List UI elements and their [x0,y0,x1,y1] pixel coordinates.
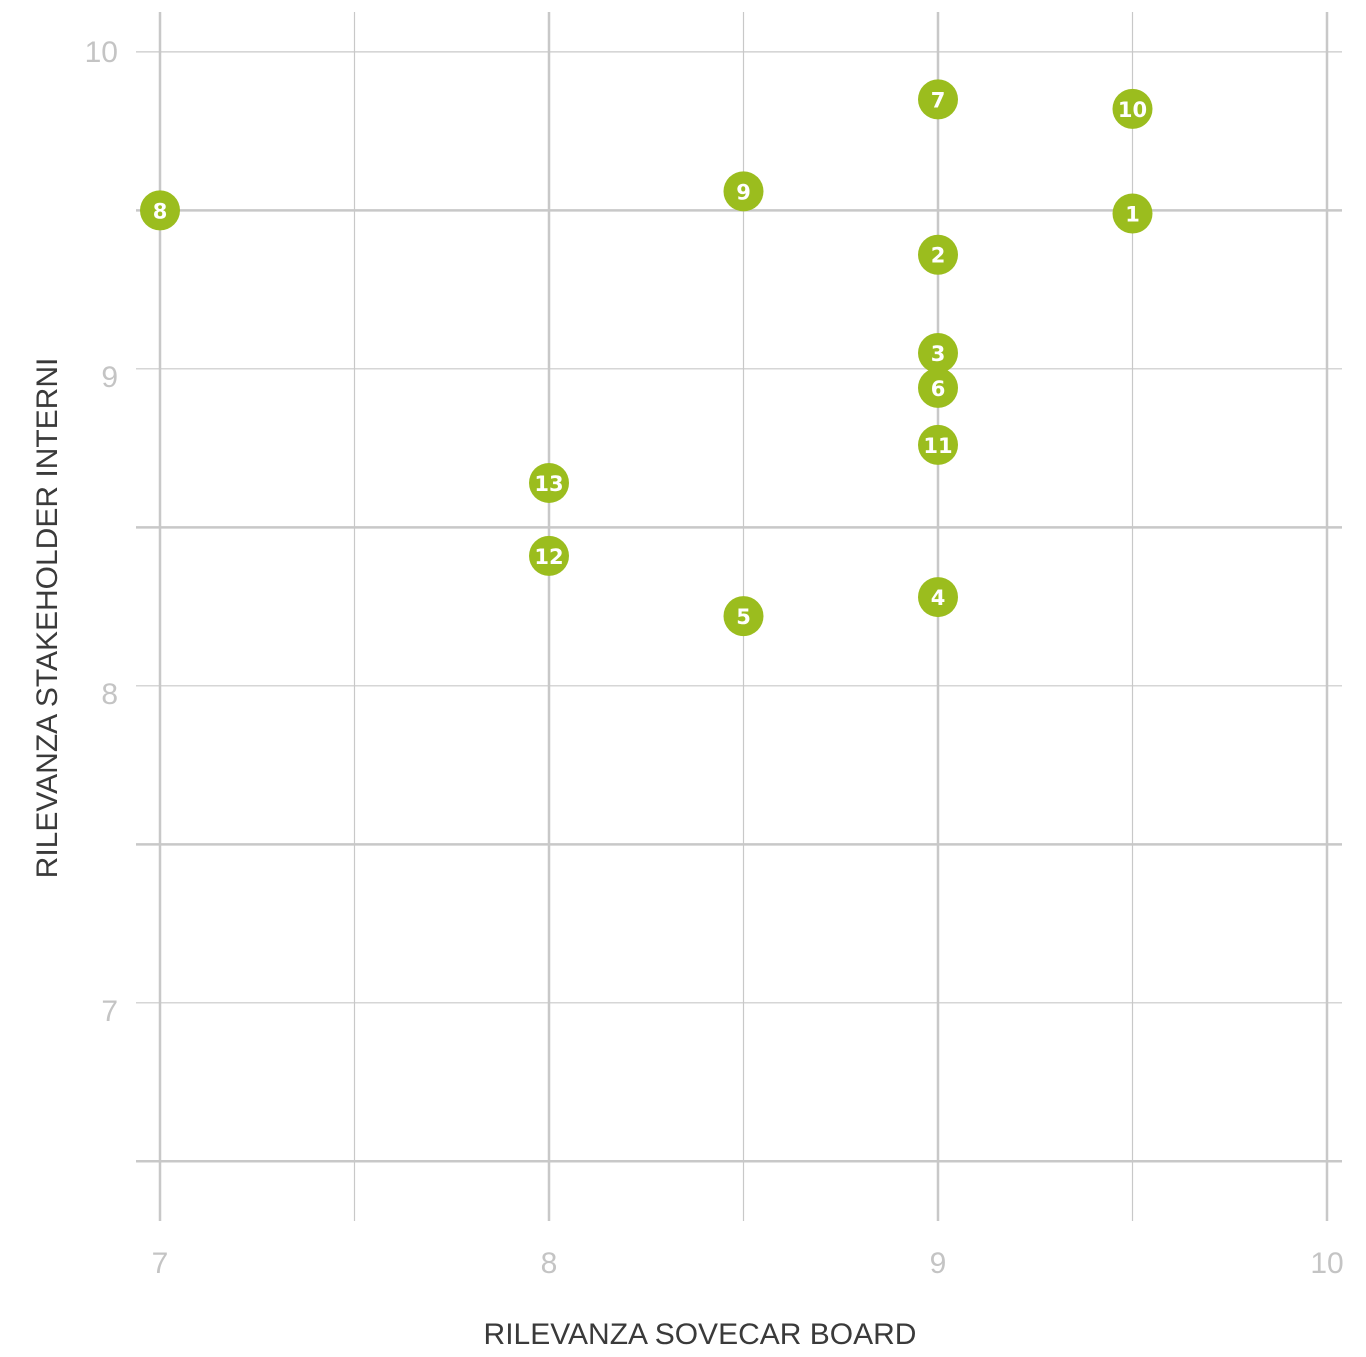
data-point-label: 11 [923,434,952,458]
data-point-label: 3 [931,342,946,366]
x-tick-label: 9 [930,1247,947,1280]
data-point [918,234,958,275]
data-point [1112,193,1153,234]
tick-labels: 7 8 9 10 7 8 9 10 [85,36,1344,1280]
data-point [140,190,180,231]
data-point [723,171,764,212]
data-point-label: 7 [931,88,946,112]
data-point [918,577,958,618]
data-point-label: 5 [736,605,751,629]
y-tick-label: 9 [101,361,118,394]
x-tick-label: 10 [1310,1247,1343,1280]
data-point [723,596,764,637]
data-point-label: 1 [1125,203,1140,227]
data-point [1112,88,1153,129]
data-point-label: 13 [534,472,563,496]
data-point [918,79,958,120]
data-point-label: 10 [1118,98,1147,122]
y-tick-label: 8 [101,678,118,711]
y-tick-label: 10 [85,36,118,69]
data-point-label: 2 [931,244,946,268]
data-point-label: 4 [931,586,946,610]
x-tick-label: 8 [541,1247,558,1280]
data-point-label: 12 [534,545,563,569]
data-point [529,535,569,576]
y-axis-title: RILEVANZA STAKEHOLDER INTERNI [31,358,64,879]
x-axis-title: RILEVANZA SOVECAR BOARD [484,1318,917,1351]
data-point-label: 9 [736,180,751,204]
y-tick-label: 7 [101,995,118,1028]
x-tick-label: 7 [152,1247,169,1280]
data-point [529,462,569,503]
data-point-label: 8 [153,199,168,223]
data-point [918,332,958,373]
data-point [918,367,958,408]
data-point [918,424,958,465]
data-point-label: 6 [931,377,946,401]
